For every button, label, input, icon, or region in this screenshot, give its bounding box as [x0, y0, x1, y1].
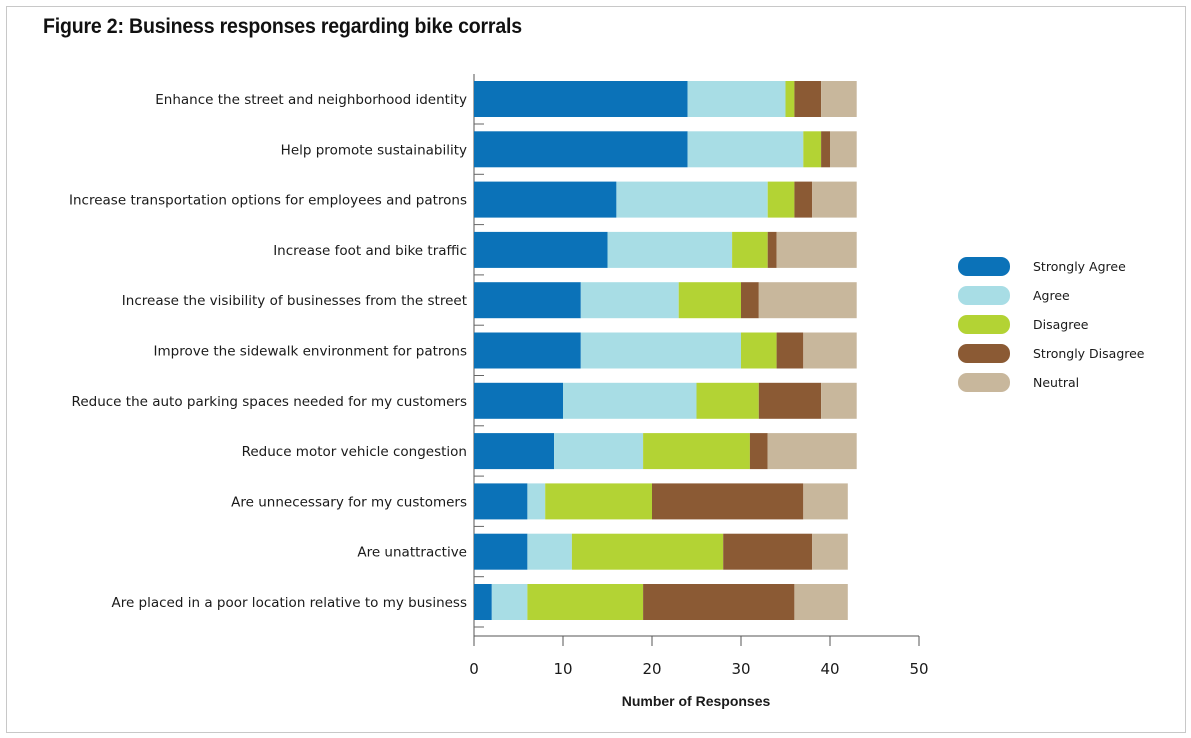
bar-neutral-7: [821, 382, 857, 419]
legend-label-neutral: Neutral: [1033, 375, 1079, 390]
bar-neutral-6: [803, 332, 857, 369]
bar-strongly-agree-3: [474, 181, 617, 218]
bar-neutral-8: [767, 433, 857, 470]
bar-agree-3: [616, 181, 768, 218]
bar-agree-4: [607, 231, 733, 268]
x-tick-label-30: 30: [731, 660, 750, 678]
bar-neutral-3: [812, 181, 857, 218]
bar-strongly-disagree-5: [741, 282, 759, 319]
legend-label-disagree: Disagree: [1033, 317, 1089, 332]
bar-disagree-7: [696, 382, 759, 419]
bar-strongly-disagree-9: [652, 483, 804, 520]
category-label-reduce-the-auto-parking-spaces-needed-for-my-customers: Reduce the auto parking spaces needed fo…: [72, 394, 467, 410]
x-tick-label-10: 10: [553, 660, 572, 678]
bar-disagree-9: [545, 483, 652, 520]
bar-strongly-disagree-2: [821, 131, 830, 168]
category-label-reduce-motor-vehicle-congestion: Reduce motor vehicle congestion: [242, 444, 467, 460]
legend-label-agree: Agree: [1033, 288, 1070, 303]
category-label-increase-transportation-options-for-employees-and-patrons: Increase transportation options for empl…: [69, 193, 467, 209]
bar-disagree-6: [741, 332, 777, 369]
x-tick-label-50: 50: [909, 660, 928, 678]
bar-neutral-9: [803, 483, 848, 520]
bar-neutral-1: [821, 81, 857, 117]
bar-disagree-11: [527, 584, 644, 620]
bar-strongly-disagree-3: [794, 181, 813, 218]
bar-disagree-5: [678, 282, 741, 319]
category-label-help-promote-sustainability: Help promote sustainability: [281, 142, 467, 158]
category-label-increase-foot-and-bike-traffic: Increase foot and bike traffic: [273, 243, 467, 259]
bar-strongly-disagree-8: [749, 433, 768, 470]
bar-strongly-agree-5: [474, 282, 581, 319]
bar-neutral-5: [758, 282, 857, 319]
bar-strongly-disagree-1: [794, 81, 822, 117]
bar-strongly-agree-1: [474, 81, 688, 117]
x-tick-label-0: 0: [469, 660, 479, 678]
bar-disagree-2: [803, 131, 822, 168]
legend-swatch-strongly-agree: [958, 257, 1010, 276]
bar-agree-2: [687, 131, 804, 168]
legend-swatch-agree: [958, 286, 1010, 305]
category-label-are-unattractive: Are unattractive: [357, 545, 467, 561]
bar-agree-10: [527, 533, 572, 570]
bar-agree-1: [687, 81, 786, 117]
bar-agree-5: [580, 282, 679, 319]
bar-strongly-agree-11: [474, 584, 492, 620]
bar-strongly-disagree-11: [643, 584, 795, 620]
legend-swatch-disagree: [958, 315, 1010, 334]
category-label-are-unnecessary-for-my-customers: Are unnecessary for my customers: [231, 494, 467, 510]
bar-strongly-agree-9: [474, 483, 528, 520]
bar-neutral-11: [794, 584, 848, 620]
bar-agree-11: [491, 584, 528, 620]
bar-strongly-disagree-4: [767, 231, 777, 268]
bar-strongly-agree-4: [474, 231, 608, 268]
bar-strongly-agree-7: [474, 382, 563, 419]
bar-agree-6: [580, 332, 741, 369]
bar-disagree-4: [732, 231, 768, 268]
legend-swatch-neutral: [958, 373, 1010, 392]
bar-agree-7: [563, 382, 697, 419]
bar-strongly-disagree-7: [758, 382, 822, 419]
bar-strongly-agree-8: [474, 433, 555, 470]
bar-disagree-10: [571, 533, 724, 570]
category-label-are-placed-in-a-poor-location-relative-to-my-business: Are placed in a poor location relative t…: [111, 595, 467, 611]
category-label-increase-the-visibility-of-businesses-from-the-street: Increase the visibility of businesses fr…: [122, 293, 467, 309]
figure-title: Figure 2: Business responses regarding b…: [43, 15, 522, 38]
bar-disagree-1: [785, 81, 795, 117]
bar-neutral-2: [830, 131, 857, 168]
legend-label-strongly-agree: Strongly Agree: [1033, 259, 1126, 274]
bar-neutral-4: [776, 231, 857, 268]
legend-swatch-strongly-disagree: [958, 344, 1010, 363]
x-tick-label-40: 40: [820, 660, 839, 678]
x-axis-title: Number of Responses: [622, 693, 771, 709]
bar-strongly-agree-10: [474, 533, 528, 570]
category-label-enhance-the-street-and-neighborhood-identity: Enhance the street and neighborhood iden…: [155, 92, 467, 108]
bar-agree-9: [527, 483, 546, 520]
bar-agree-8: [554, 433, 644, 470]
legend-label-strongly-disagree: Strongly Disagree: [1033, 346, 1145, 361]
x-tick-label-20: 20: [642, 660, 661, 678]
bar-strongly-agree-2: [474, 131, 688, 168]
bar-disagree-8: [643, 433, 750, 470]
bar-strongly-disagree-6: [776, 332, 804, 369]
bar-neutral-10: [812, 533, 848, 570]
category-label-improve-the-sidewalk-environment-for-patrons: Improve the sidewalk environment for pat…: [154, 344, 467, 360]
bar-strongly-agree-6: [474, 332, 581, 369]
bar-strongly-disagree-10: [723, 533, 813, 570]
bar-disagree-3: [767, 181, 795, 218]
